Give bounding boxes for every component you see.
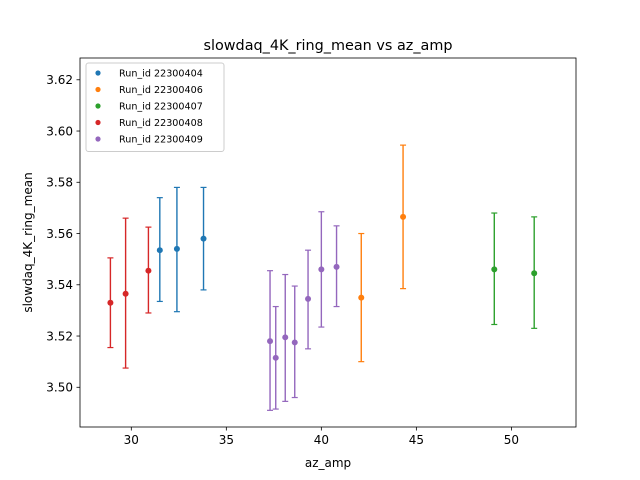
legend-marker xyxy=(95,70,101,76)
legend-marker xyxy=(95,86,101,93)
chart-title: slowdaq_4K_ring_mean vs az_amp xyxy=(203,38,452,54)
data-point xyxy=(282,334,289,341)
legend-box xyxy=(85,62,225,152)
series xyxy=(107,217,152,369)
data-point xyxy=(333,263,340,270)
legend-marker xyxy=(95,103,101,109)
legend-label: Run_id 22300408 xyxy=(119,118,203,129)
y-tick-label: 3.60 xyxy=(46,124,73,138)
x-tick-label: 45 xyxy=(409,433,424,447)
legend-marker xyxy=(95,119,101,126)
plot-frame xyxy=(79,57,577,428)
series xyxy=(358,144,407,363)
legend: Run_id 22300404 Run_id 22300406 Run_id 223… xyxy=(85,62,225,152)
x-tick-label: 50 xyxy=(504,433,519,447)
data-point xyxy=(305,295,312,302)
axes: 30 35 40 45 50 3.50 3.52 3.54 3.56 3.58 3.60 3.62 xyxy=(46,73,519,447)
data-point xyxy=(358,294,365,301)
data-point xyxy=(491,266,498,273)
x-tick-label: 40 xyxy=(314,433,329,447)
data-point xyxy=(272,354,279,361)
y-tick-label: 3.50 xyxy=(46,381,73,395)
series xyxy=(156,186,207,313)
y-tick-label: 3.56 xyxy=(46,227,73,241)
y-tick-label: 3.52 xyxy=(46,329,73,343)
legend-label: Run_id 22300404 xyxy=(119,68,203,79)
x-tick-label: 35 xyxy=(219,433,234,447)
data-point xyxy=(122,290,129,297)
legend-label: Run_id 22300409 xyxy=(119,134,203,145)
legend-label: Run_id 22300407 xyxy=(119,101,203,112)
data-point xyxy=(267,338,274,345)
x-axis-label: az_amp xyxy=(305,456,351,470)
data-point xyxy=(156,247,163,254)
y-axis-label: slowdaq_4K_ring_mean xyxy=(21,172,35,312)
data-point xyxy=(291,339,298,346)
series xyxy=(491,212,538,329)
data-point xyxy=(200,235,207,242)
data-marks xyxy=(107,144,538,411)
y-tick-label: 3.58 xyxy=(46,176,73,190)
data-point xyxy=(531,270,538,277)
legend-label: Run_id 22300406 xyxy=(119,85,203,96)
y-tick-label: 3.54 xyxy=(46,278,73,292)
data-point xyxy=(173,245,180,252)
data-point xyxy=(107,299,114,306)
data-point xyxy=(318,266,325,273)
y-tick-label: 3.62 xyxy=(46,73,73,87)
series xyxy=(267,211,340,411)
legend-marker xyxy=(95,136,101,142)
x-tick-label: 30 xyxy=(124,433,139,447)
data-point xyxy=(145,267,152,274)
data-point xyxy=(400,213,407,220)
